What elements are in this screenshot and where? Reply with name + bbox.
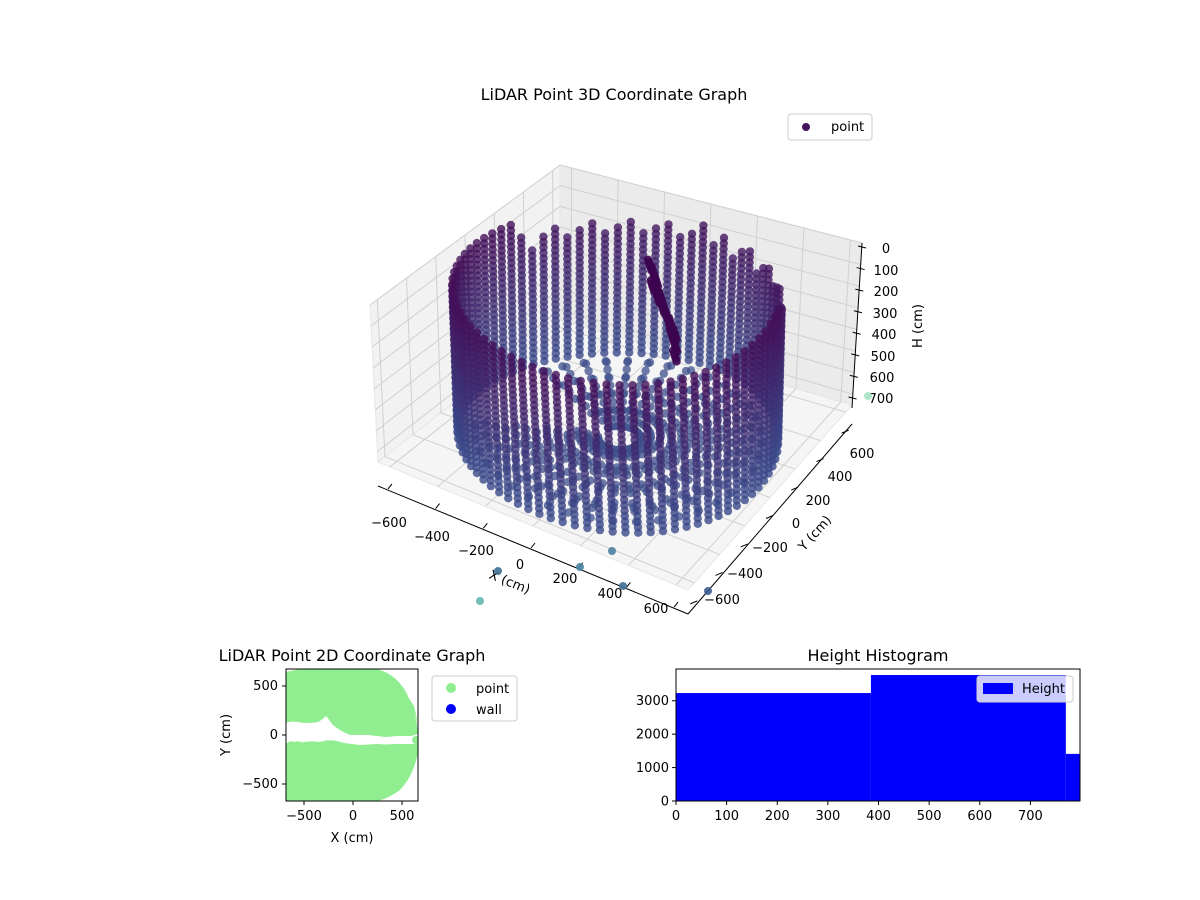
legend-wall-marker-icon [446,704,456,714]
x-axis-label: X (cm) [487,568,532,598]
y-axis-line [687,423,853,615]
histogram-ticks: 0 100 200 300 400 500 600 700 0 1000 2000 3000 [636,694,1043,824]
chart-3d: LiDAR Point 3D Coordinate Graph −600 −40… [369,85,926,617]
x-tick: 0 [349,809,357,824]
y-tick: −600 [704,593,740,608]
y-tick: −500 [242,777,278,792]
chart-2d-title: LiDAR Point 2D Coordinate Graph [219,646,486,665]
y-tick: 3000 [636,694,669,709]
chart-3d-ticks [387,245,867,608]
legend-frame [976,675,1074,703]
chart-3d-title: LiDAR Point 3D Coordinate Graph [481,85,748,104]
z-tick: 100 [874,264,899,279]
histogram-title: Height Histogram [808,646,949,665]
y-tick: 600 [850,447,875,462]
x-tick: 600 [644,602,669,617]
histogram-bar [1065,753,1080,801]
histogram-frame [675,668,1081,802]
z-axis-label: H (cm) [911,304,926,348]
y-tick: −400 [727,567,763,582]
z-tick: 400 [872,328,897,343]
chart-3d-point-cloud [447,217,786,537]
x-tick: −500 [286,809,322,824]
z-tick: 0 [882,242,890,257]
z-tick-labels: 0 100 200 300 400 500 600 700 [869,242,899,407]
z-tick: 200 [874,285,899,300]
chart-2d-points [286,669,418,801]
legend-wall-label: wall [476,703,502,718]
x-tick-labels: −600 −400 −200 0 200 400 600 [371,516,668,617]
x-tick: 500 [390,809,415,824]
histogram-bar [676,693,871,801]
x-tick: −600 [371,516,407,531]
z-tick: 600 [870,371,895,386]
y-tick: 2000 [636,728,669,743]
histogram-legend: Height [976,675,1074,703]
x-tick: 400 [598,587,623,602]
x-tick: 300 [815,809,840,824]
x-tick: 200 [553,572,578,587]
x-axis-label: X (cm) [331,831,374,846]
z-axis-line [851,242,863,409]
chart-histogram: Height Histogram 0 100 200 300 400 500 600 7000… [636,646,1081,824]
y-tick: 0 [270,728,278,743]
x-tick: 0 [516,558,524,573]
legend-point-label: point [831,120,864,135]
chart-2d-legend: point wall [431,675,518,722]
x-tick: 100 [714,809,739,824]
chart-2d: LiDAR Point 2D Coordinate Graph 500 0 −5… [219,646,518,846]
y-tick: 400 [828,470,853,485]
y-tick: −200 [752,541,788,556]
y-tick: 500 [253,679,278,694]
y-tick: 0 [792,517,800,532]
y-tick-labels: −600 −400 −200 0 200 400 600 [704,447,874,608]
z-tick: 700 [869,392,894,407]
y-axis-label: Y (cm) [219,714,234,757]
legend-point-label: point [476,682,509,697]
x-axis-line [377,485,689,615]
x-tick: 700 [1018,809,1043,824]
histogram-bars [676,675,1080,801]
legend-height-label: Height [1022,682,1065,697]
z-tick: 500 [871,350,896,365]
chart-3d-legend: point [787,113,873,141]
y-axis-label: Y (cm) [795,513,835,555]
x-tick: 500 [917,809,942,824]
legend-point-marker-icon [802,123,810,131]
x-tick: 600 [967,809,992,824]
outlier-points [476,392,872,605]
legend-frame [787,113,873,141]
chart-2d-ticks [282,685,403,805]
y-tick: 0 [661,795,669,810]
x-tick: 0 [672,809,680,824]
x-tick: 400 [866,809,891,824]
x-tick: −200 [458,544,494,559]
y-tick: 200 [806,494,831,509]
x-tick: 200 [765,809,790,824]
x-tick: −400 [414,530,450,545]
y-tick: 1000 [636,761,669,776]
legend-point-marker-icon [446,683,456,693]
z-tick: 300 [873,307,898,322]
legend-height-swatch-icon [983,683,1013,694]
